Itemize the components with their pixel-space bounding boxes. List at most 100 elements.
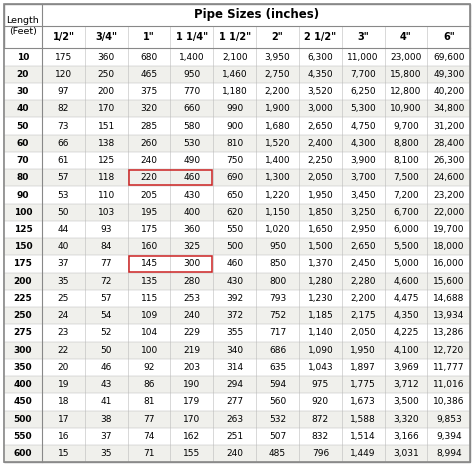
Text: 11,000: 11,000 [347, 53, 379, 62]
Bar [4, 66, 470, 83]
Text: 3,031: 3,031 [393, 449, 419, 458]
Text: 77: 77 [143, 415, 155, 424]
Text: 37: 37 [58, 260, 69, 268]
Text: 6,250: 6,250 [350, 87, 376, 96]
Text: 103: 103 [98, 208, 115, 217]
Text: 5,000: 5,000 [393, 260, 419, 268]
Text: 1,020: 1,020 [264, 225, 291, 234]
Text: 5,300: 5,300 [350, 104, 376, 113]
Text: 460: 460 [183, 173, 201, 182]
Text: 82: 82 [58, 104, 69, 113]
Text: 72: 72 [100, 277, 112, 286]
Text: 3,900: 3,900 [350, 156, 376, 165]
Text: 77: 77 [100, 260, 112, 268]
Bar [4, 273, 470, 290]
Text: 530: 530 [183, 139, 201, 148]
Text: 44: 44 [58, 225, 69, 234]
Text: 1,280: 1,280 [308, 277, 333, 286]
Text: 200: 200 [98, 87, 115, 96]
Text: 900: 900 [226, 122, 243, 130]
Text: 90: 90 [17, 191, 29, 199]
Text: 10,900: 10,900 [390, 104, 422, 113]
Text: 550: 550 [14, 432, 32, 441]
Text: 219: 219 [183, 346, 201, 355]
Text: 22: 22 [58, 346, 69, 355]
Text: 500: 500 [226, 242, 243, 251]
Text: 110: 110 [98, 191, 115, 199]
Text: 650: 650 [226, 191, 243, 199]
Bar [4, 135, 470, 152]
Text: 1,150: 1,150 [264, 208, 291, 217]
Text: 340: 340 [226, 346, 243, 355]
Text: 1,043: 1,043 [308, 363, 333, 372]
Text: 46: 46 [100, 363, 112, 372]
Text: 355: 355 [226, 329, 243, 337]
Text: 26,300: 26,300 [433, 156, 465, 165]
Text: 118: 118 [98, 173, 115, 182]
Text: 17: 17 [58, 415, 69, 424]
Text: 4,600: 4,600 [393, 277, 419, 286]
Text: 8,100: 8,100 [393, 156, 419, 165]
Text: 54: 54 [100, 311, 112, 320]
Text: 15: 15 [58, 449, 69, 458]
Text: 2,750: 2,750 [264, 70, 291, 79]
Text: 84: 84 [100, 242, 112, 251]
Text: 1,090: 1,090 [308, 346, 333, 355]
Text: 550: 550 [226, 225, 243, 234]
Text: 22,000: 22,000 [433, 208, 465, 217]
Text: 16: 16 [58, 432, 69, 441]
Text: 2,175: 2,175 [350, 311, 376, 320]
Text: 1,230: 1,230 [308, 294, 333, 303]
Text: 1,140: 1,140 [308, 329, 333, 337]
Text: 155: 155 [183, 449, 201, 458]
Text: 1,400: 1,400 [179, 53, 205, 62]
Bar [4, 152, 470, 169]
Bar [4, 428, 470, 445]
Text: 750: 750 [226, 156, 243, 165]
Text: 1,897: 1,897 [350, 363, 376, 372]
Text: 3,250: 3,250 [350, 208, 376, 217]
Text: 24: 24 [58, 311, 69, 320]
Text: 1 1/4": 1 1/4" [176, 32, 208, 42]
Text: 175: 175 [140, 225, 158, 234]
Text: 3,969: 3,969 [393, 363, 419, 372]
Bar [4, 100, 470, 117]
Text: 13,934: 13,934 [433, 311, 465, 320]
Text: 19,700: 19,700 [433, 225, 465, 234]
Text: 43: 43 [100, 380, 112, 389]
Text: 50: 50 [58, 208, 69, 217]
Text: 810: 810 [226, 139, 243, 148]
Text: 660: 660 [183, 104, 201, 113]
Text: 2,100: 2,100 [222, 53, 247, 62]
Text: 600: 600 [14, 449, 32, 458]
Text: 1,449: 1,449 [350, 449, 376, 458]
Text: 40,200: 40,200 [433, 87, 465, 96]
Text: 3,700: 3,700 [350, 173, 376, 182]
Text: 2,200: 2,200 [350, 294, 376, 303]
Text: 66: 66 [58, 139, 69, 148]
Text: 1,400: 1,400 [264, 156, 291, 165]
Text: 1,650: 1,650 [308, 225, 333, 234]
Text: 104: 104 [140, 329, 158, 337]
Bar [4, 393, 470, 411]
Bar [4, 376, 470, 393]
Bar [128, 256, 212, 272]
Text: 53: 53 [58, 191, 69, 199]
Bar [4, 411, 470, 428]
Text: 360: 360 [183, 225, 201, 234]
Text: 300: 300 [14, 346, 32, 355]
Text: 752: 752 [269, 311, 286, 320]
Text: 325: 325 [183, 242, 201, 251]
Text: 30: 30 [17, 87, 29, 96]
Text: 460: 460 [226, 260, 243, 268]
Text: 872: 872 [312, 415, 329, 424]
Text: 125: 125 [98, 156, 115, 165]
Text: 92: 92 [144, 363, 155, 372]
Text: 1,520: 1,520 [264, 139, 291, 148]
Text: 314: 314 [226, 363, 243, 372]
Text: 1,300: 1,300 [264, 173, 291, 182]
Text: 1,370: 1,370 [308, 260, 333, 268]
Text: 2 1/2": 2 1/2" [304, 32, 337, 42]
Text: 990: 990 [226, 104, 243, 113]
Text: 23,200: 23,200 [433, 191, 465, 199]
